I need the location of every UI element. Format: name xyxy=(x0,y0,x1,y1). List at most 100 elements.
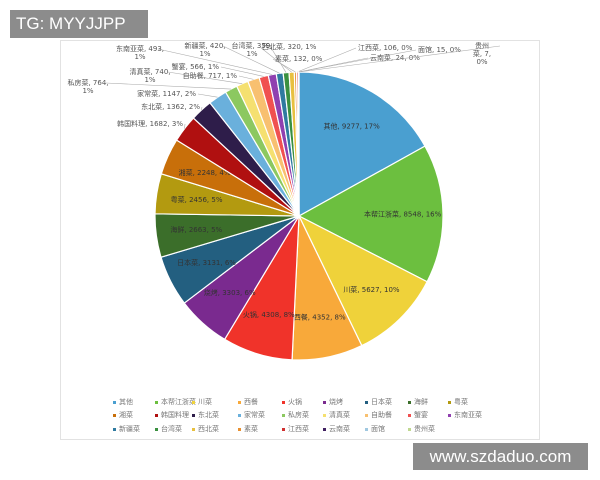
legend-label: 韩国料理 xyxy=(161,411,189,419)
data-label-5: 火锅, 4308, 8% xyxy=(243,310,295,319)
legend-label: 烧烤 xyxy=(329,398,343,406)
legend-swatch xyxy=(323,400,326,404)
legend-item-26: 贵州菜 xyxy=(408,424,435,434)
legend-item-6: 烧烤 xyxy=(323,397,343,407)
legend-item-9: 粤菜 xyxy=(448,397,468,407)
data-label-25: 面馆, 15, 0% xyxy=(418,45,461,54)
legend-swatch xyxy=(448,413,451,417)
legend-item-17: 蟹宴 xyxy=(408,410,428,420)
legend-item-1: 其他 xyxy=(113,397,133,407)
data-label-4: 西餐, 4352, 8% xyxy=(294,313,346,322)
legend-swatch xyxy=(408,413,411,417)
legend-label: 湘菜 xyxy=(119,411,133,419)
legend-swatch xyxy=(365,413,368,417)
chart-frame xyxy=(60,40,540,440)
legend-label: 贵州菜 xyxy=(414,425,435,433)
legend-swatch xyxy=(192,413,195,417)
legend-label: 清真菜 xyxy=(329,411,350,419)
data-label-15: 清真菜, 740, 1% xyxy=(129,67,170,84)
legend-swatch xyxy=(113,400,116,404)
legend-label: 台湾菜 xyxy=(161,425,182,433)
legend-item-25: 面馆 xyxy=(365,424,385,434)
watermark-bottom-right: www.szdaduo.com xyxy=(413,443,588,470)
legend-swatch xyxy=(282,413,285,417)
legend-swatch xyxy=(408,400,411,404)
data-label-8: 海鲜, 2663, 5% xyxy=(170,225,222,234)
pie-slice-1 xyxy=(298,71,426,218)
legend-label: 川菜 xyxy=(198,398,212,406)
legend-item-4: 西餐 xyxy=(238,397,258,407)
legend-label: 东北菜 xyxy=(198,411,219,419)
legend-item-8: 海鲜 xyxy=(408,397,428,407)
legend-swatch xyxy=(238,427,241,431)
legend-item-24: 云南菜 xyxy=(323,424,350,434)
data-label-18: 东南亚菜, 493, 1% xyxy=(116,44,164,61)
legend-swatch xyxy=(113,413,116,417)
legend-label: 私房菜 xyxy=(288,411,309,419)
data-label-1: 其他, 9277, 17% xyxy=(323,122,380,131)
legend-swatch xyxy=(323,413,326,417)
data-label-19: 新疆菜, 420, 1% xyxy=(184,41,225,58)
legend-item-14: 私房菜 xyxy=(282,410,309,420)
data-label-24: 云南菜, 24, 0% xyxy=(370,53,420,62)
legend-swatch xyxy=(238,413,241,417)
pie-slice-2 xyxy=(297,145,444,283)
leader-line-19 xyxy=(222,45,280,74)
legend-item-3: 川菜 xyxy=(192,397,212,407)
legend-swatch xyxy=(155,427,158,431)
legend-item-5: 火锅 xyxy=(282,397,302,407)
leader-line-21 xyxy=(259,46,292,73)
legend-label: 日本菜 xyxy=(371,398,392,406)
leader-line-12 xyxy=(201,106,203,111)
legend-swatch xyxy=(282,427,285,431)
legend-item-23: 江西菜 xyxy=(282,424,309,434)
legend-item-10: 湘菜 xyxy=(113,410,133,420)
legend-label: 西北菜 xyxy=(198,425,219,433)
leader-line-25 xyxy=(298,49,417,73)
legend-label: 海鲜 xyxy=(414,398,428,406)
leader-line-22 xyxy=(272,58,296,73)
legend-swatch xyxy=(365,427,368,431)
legend-swatch xyxy=(323,427,326,431)
data-label-7: 日本菜, 3131, 6% xyxy=(177,258,236,267)
legend-swatch xyxy=(448,400,451,404)
leader-line-17 xyxy=(220,66,264,77)
data-label-2: 本帮江浙菜, 8548, 16% xyxy=(364,209,442,218)
legend-swatch xyxy=(365,400,368,404)
legend-label: 东南亚菜 xyxy=(454,411,482,419)
legend-swatch xyxy=(238,400,241,404)
legend-item-22: 素菜 xyxy=(238,424,258,434)
legend-item-20: 台湾菜 xyxy=(155,424,182,434)
legend-label: 面馆 xyxy=(371,425,385,433)
legend-swatch xyxy=(192,400,195,404)
data-label-11: 韩国料理, 1682, 3% xyxy=(117,119,183,128)
data-label-14: 私房菜, 764, 1% xyxy=(67,78,108,95)
legend-label: 其他 xyxy=(119,398,133,406)
legend-label: 自助餐 xyxy=(371,411,392,419)
legend-label: 江西菜 xyxy=(288,425,309,433)
data-label-21: 西北菜, 320, 1% xyxy=(262,42,317,51)
legend-item-11: 韩国料理 xyxy=(155,410,189,420)
legend-item-12: 东北菜 xyxy=(192,410,219,420)
data-label-12: 东北菜, 1362, 2% xyxy=(141,102,200,111)
legend-label: 云南菜 xyxy=(329,425,350,433)
legend-swatch xyxy=(408,427,411,431)
legend-label: 本帮江浙菜 xyxy=(161,398,196,406)
leader-line-20 xyxy=(269,45,287,73)
data-label-26: 贵州菜, 7, 0% xyxy=(473,41,491,66)
legend-label: 西餐 xyxy=(244,398,258,406)
watermark-top-left: TG: MYYJJPP xyxy=(10,10,148,38)
legend-item-21: 西北菜 xyxy=(192,424,219,434)
legend-label: 粤菜 xyxy=(454,398,468,406)
legend-item-13: 家常菜 xyxy=(238,410,265,420)
data-label-3: 川菜, 5627, 10% xyxy=(343,285,400,294)
data-label-6: 烧烤, 3303, 6% xyxy=(204,288,256,297)
leader-line-13 xyxy=(197,93,218,98)
legend-item-7: 日本菜 xyxy=(365,397,392,407)
data-label-16: 自助餐, 717, 1% xyxy=(183,71,238,80)
legend-label: 新疆菜 xyxy=(119,425,140,433)
legend-label: 蟹宴 xyxy=(414,411,428,419)
legend-swatch xyxy=(113,427,116,431)
leader-line-18 xyxy=(157,48,273,75)
legend-item-2: 本帮江浙菜 xyxy=(155,397,196,407)
